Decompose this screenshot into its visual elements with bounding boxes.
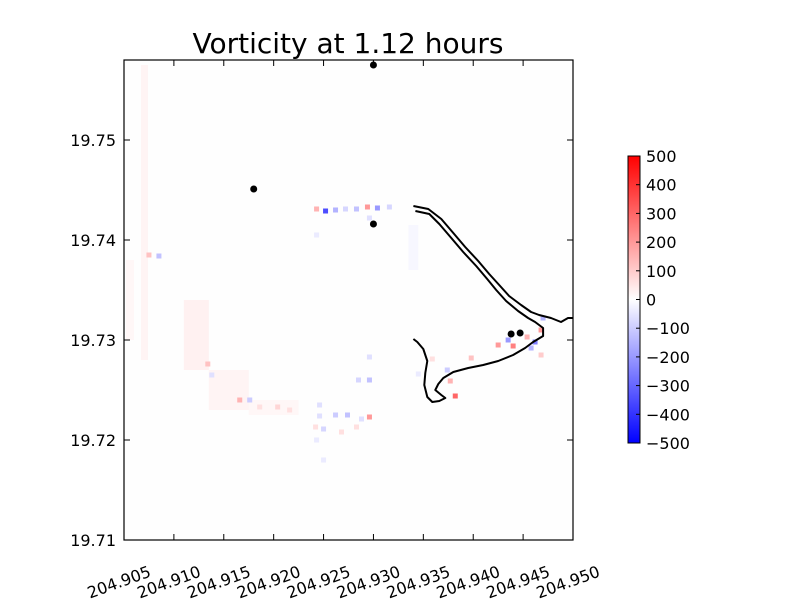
faint-trail	[183, 300, 209, 370]
colorbar-tick-label: 200	[646, 233, 677, 252]
gauge-point	[507, 330, 515, 338]
gauge-point	[250, 185, 258, 193]
vorticity-cell	[528, 345, 534, 351]
vorticity-cell	[538, 352, 544, 358]
vorticity-cell	[447, 378, 453, 384]
coastline-inner	[412, 210, 545, 403]
vorticity-cell	[386, 204, 392, 210]
faint-trail	[125, 260, 134, 340]
colorbar: 500 400 300 200 100 0 −100 −200 −300 −400 −500	[627, 147, 690, 453]
vorticity-cell	[444, 367, 450, 373]
vorticity-cell	[343, 206, 349, 212]
gauge-point	[516, 329, 524, 337]
y-tick-label: 19.74	[70, 231, 116, 250]
vorticity-cell	[317, 413, 323, 419]
vorticity-cell	[317, 402, 323, 408]
colorbar-tick-label: −400	[646, 405, 690, 424]
vorticity-cell	[366, 377, 372, 383]
faint-trail	[408, 225, 419, 270]
colorbar-tick-label: 400	[646, 176, 677, 195]
colorbar-tick-label: 500	[646, 147, 677, 166]
vorticity-cell	[321, 426, 327, 432]
y-tick-label: 19.72	[70, 431, 116, 450]
vorticity-patches-layer	[146, 204, 546, 463]
vorticity-cell	[257, 404, 263, 410]
vorticity-cell	[538, 327, 544, 333]
vorticity-cell	[345, 412, 351, 418]
chart-title: Vorticity at 1.12 hours	[192, 27, 503, 60]
vorticity-cell	[374, 205, 380, 211]
colorbar-tick-label: −100	[646, 319, 690, 338]
vorticity-cell	[209, 372, 215, 378]
vorticity-cell	[333, 412, 339, 418]
vorticity-cell	[366, 354, 372, 360]
coastline-outer	[413, 205, 573, 323]
vorticity-cell	[532, 339, 538, 345]
vorticity-cell	[540, 315, 546, 321]
vorticity-cell	[156, 253, 162, 259]
colorbar-tick-label: −200	[646, 348, 690, 367]
y-axis: 19.71 19.72 19.73 19.74 19.75	[70, 131, 573, 550]
vorticity-cell	[415, 371, 421, 377]
vorticity-cell	[358, 416, 364, 422]
vorticity-cell	[314, 232, 320, 238]
y-tick-label: 19.73	[70, 331, 116, 350]
colorbar-tick-label: −300	[646, 377, 690, 396]
faint-trail	[208, 370, 249, 410]
vorticity-cell	[237, 397, 243, 403]
colorbar-tick-label: 100	[646, 262, 677, 281]
vorticity-cell	[364, 204, 370, 210]
faint-trail	[140, 65, 148, 360]
vorticity-cell	[314, 437, 320, 443]
vorticity-cell	[333, 207, 339, 213]
vorticity-cell	[505, 337, 511, 343]
faint-trails-layer	[125, 65, 419, 415]
colorbar-ticks: 500 400 300 200 100 0 −100 −200 −300 −400 −500	[636, 147, 690, 453]
vorticity-cell	[524, 334, 530, 340]
vorticity-cell	[339, 429, 345, 435]
plot-area	[123, 59, 574, 541]
colorbar-tick-label: 0	[646, 291, 656, 310]
vorticity-cell	[323, 208, 329, 214]
vorticity-cell	[247, 397, 253, 403]
vorticity-cell	[205, 361, 211, 367]
vorticity-cell	[510, 343, 516, 349]
vorticity-cell	[353, 424, 359, 430]
vorticity-cell	[355, 377, 361, 383]
vorticity-cell	[452, 393, 458, 399]
gauge-point	[369, 220, 377, 228]
vorticity-cell	[146, 252, 152, 258]
plot-frame	[123, 59, 574, 541]
faint-trail	[248, 400, 299, 415]
vorticity-cell	[313, 424, 319, 430]
vorticity-cell	[275, 404, 281, 410]
gauge-points-layer	[250, 61, 524, 338]
vorticity-cell	[366, 215, 372, 221]
colorbar-tick-label: −500	[646, 434, 690, 453]
vorticity-cell	[314, 206, 320, 212]
colorbar-tick-label: 300	[646, 204, 677, 223]
vorticity-cell	[495, 342, 501, 348]
coastline-layer	[412, 205, 573, 403]
vorticity-cell	[468, 355, 474, 361]
vorticity-cell	[353, 206, 359, 212]
vorticity-cell	[321, 457, 327, 463]
vorticity-cell	[366, 414, 372, 420]
y-tick-label: 19.75	[70, 131, 116, 150]
y-tick-label: 19.71	[70, 531, 116, 550]
vorticity-cell	[287, 407, 293, 413]
vorticity-cell	[429, 356, 435, 362]
